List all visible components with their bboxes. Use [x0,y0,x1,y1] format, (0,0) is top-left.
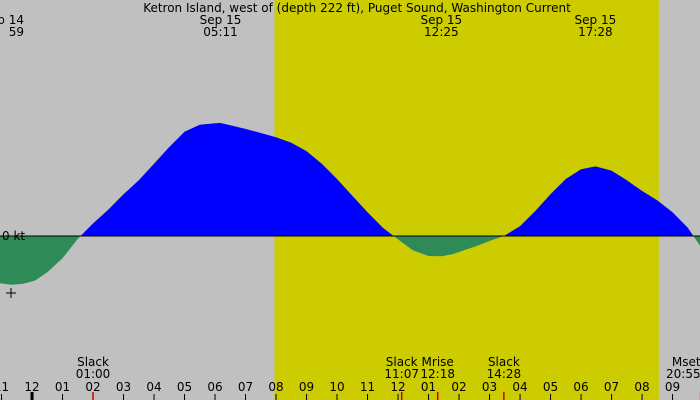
hour-tick-label: 08 [268,380,283,394]
hour-tick-label: 02 [451,380,466,394]
event-date-label: Sep 14 [0,13,24,27]
hour-tick-label: 01 [421,380,436,394]
event-time-label: 12:25 [424,25,459,39]
hour-tick-label: 06 [573,380,588,394]
zero-axis-label: 0 kt [2,229,25,243]
slack-name-label: Slack [386,355,418,369]
hour-tick-label: 09 [299,380,314,394]
crosshair-marker [6,288,16,298]
event-time-label: 59 [9,25,24,39]
hour-tick-label: 01 [55,380,70,394]
hour-tick-label: 11 [360,380,375,394]
slack-labels: Slack01:00Slack11:07Mrise12:18Slack14:28… [76,355,700,381]
hour-tick-label: 12 [24,380,39,394]
slack-name-label: Slack [77,355,109,369]
current-area-layer [0,123,700,285]
hour-axis: 11 12 01 02 03 04 05 06 07 08 09 10 11 12 01 02 03 04 05 06… [0,380,700,400]
hour-tick-label: 04 [512,380,527,394]
hour-tick-label: 02 [85,380,100,394]
slack-name-label: Mset [672,355,700,369]
slack-time-label: 14:28 [487,367,522,381]
hour-tick-label: 06 [207,380,222,394]
slack-name-label: Mrise [422,355,454,369]
event-time-label: 05:11 [203,25,238,39]
hour-tick-label: 04 [146,380,161,394]
flood-area [80,123,394,236]
chart-title: Ketron Island, west of (depth 222 ft), P… [143,1,571,15]
event-date-label: Sep 15 [200,13,242,27]
hour-tick-label: 08 [634,380,649,394]
event-time-label: 17:28 [578,25,613,39]
ebb-area [393,236,504,257]
event-date-label: Sep 15 [420,13,462,27]
hour-tick-label: 11 [0,380,9,394]
hour-tick-label: 07 [238,380,253,394]
hour-tick-label: 12 [390,380,405,394]
hour-tick-label: 09 [665,380,680,394]
ebb-area [0,236,81,285]
hour-tick-label: 05 [543,380,558,394]
hour-tick-label: 03 [116,380,131,394]
slack-time-label: 12:18 [420,367,455,381]
slack-name-label: Slack [488,355,520,369]
hour-tick-label: 03 [482,380,497,394]
flood-area [503,166,694,236]
slack-time-label: 20:55 [666,367,700,381]
hour-tick-label: 07 [604,380,619,394]
slack-time-label: 11:07 [384,367,419,381]
hour-tick-label: 10 [329,380,344,394]
event-date-label: Sep 15 [575,13,617,27]
ebb-area [693,236,700,246]
slack-time-label: 01:00 [76,367,111,381]
hour-tick-label: 05 [177,380,192,394]
